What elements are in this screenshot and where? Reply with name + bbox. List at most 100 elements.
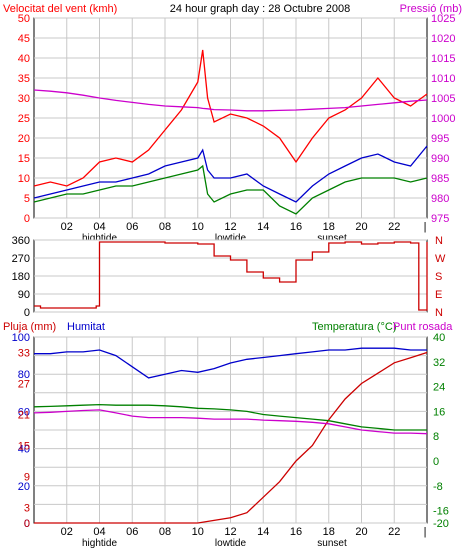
series-line-temperature: [33, 403, 427, 431]
x-tick-label: 02: [61, 221, 73, 233]
y-right-tick-label: 990: [431, 153, 449, 165]
x-tick-label: 08: [159, 221, 171, 233]
x-event-label: lowtide: [215, 538, 247, 549]
y-temperature-tick-label: -8: [433, 481, 443, 493]
series-line-pressure: [33, 89, 428, 112]
y-temperature-tick-label: -20: [433, 518, 449, 530]
y-right-tick-label: 1025: [431, 13, 455, 25]
x-event-label: hightide: [82, 538, 117, 549]
y-right-tick-label: 980: [431, 193, 449, 205]
y-rain-tick-label: 21: [18, 410, 30, 422]
panel3-humidity-label: Humitat: [67, 321, 105, 333]
x-tick-label: 18: [323, 526, 335, 538]
x-tick-label: 22: [388, 221, 400, 233]
y-right-tick-label: 1005: [431, 93, 455, 105]
y-rain-tick-label: 9: [24, 472, 30, 484]
compass-label: N: [435, 307, 443, 319]
y-left-tick-label: 20: [18, 133, 30, 145]
x-tick-label: 18: [323, 221, 335, 233]
x-tick-label: 06: [126, 221, 138, 233]
panel1-right-axis-label: Pressió (mb): [400, 3, 462, 15]
x-tick-label: 04: [93, 526, 105, 538]
series-line-rain: [34, 351, 428, 524]
y-temperature-tick-label: 40: [433, 332, 445, 344]
y-left-tick-label: 50: [18, 13, 30, 25]
series-line-gust: [33, 49, 428, 187]
x-tick-label: 14: [257, 526, 269, 538]
y-tick-label: 360: [12, 235, 30, 247]
y-temperature-tick-label: 32: [433, 357, 445, 369]
y-humidity-tick-label: 80: [18, 369, 30, 381]
x-tick-label: 16: [290, 221, 302, 233]
series-line-dewpoint: [33, 409, 428, 435]
y-tick-label: 0: [24, 307, 30, 319]
y-left-tick-label: 10: [18, 173, 30, 185]
y-tick-label: 180: [12, 271, 30, 283]
x-tick-label: 10: [192, 221, 204, 233]
y-temperature-tick-label: 24: [433, 382, 445, 394]
y-left-tick-label: 15: [18, 153, 30, 165]
x-tick-label: 14: [257, 221, 269, 233]
y-left-tick-label: 30: [18, 93, 30, 105]
compass-label: E: [435, 289, 442, 301]
panel3-rain-label: Pluja (mm): [3, 321, 56, 333]
y-humidity-tick-label: 100: [12, 332, 30, 344]
y-right-tick-label: 1015: [431, 53, 455, 65]
y-rain-tick-label: 3: [24, 503, 30, 515]
x-event-label: hightide: [82, 233, 117, 244]
y-humidity-tick-label: 20: [18, 481, 30, 493]
y-right-tick-label: 1000: [431, 113, 455, 125]
y-right-tick-label: 975: [431, 213, 449, 225]
y-left-tick-label: 35: [18, 73, 30, 85]
y-rain-tick-label: 33: [18, 348, 30, 360]
y-humidity-tick-label: 60: [18, 406, 30, 418]
x-tick-label: 10: [192, 526, 204, 538]
y-rain-tick-label: 0: [24, 518, 30, 530]
y-temperature-tick-label: 0: [433, 456, 439, 468]
wind-pressure-panel: 0510152025303540455097598098599099510001…: [18, 13, 456, 244]
x-tick-label: 22: [388, 526, 400, 538]
compass-label: N: [435, 235, 443, 247]
x-event-label: lowtide: [215, 233, 247, 244]
x-tick-end: |: [424, 526, 427, 538]
y-humidity-tick-label: 0: [24, 518, 30, 530]
x-tick-label: 20: [355, 526, 367, 538]
y-left-tick-label: 25: [18, 113, 30, 125]
x-event-label: sunset: [317, 233, 347, 244]
y-temperature-tick-label: -16: [433, 506, 449, 518]
x-tick-label: 08: [159, 526, 171, 538]
y-tick-label: 90: [18, 289, 30, 301]
y-right-tick-label: 985: [431, 173, 449, 185]
x-tick-label: 12: [224, 221, 236, 233]
x-event-label: sunset: [317, 538, 347, 549]
y-tick-label: 270: [12, 253, 30, 265]
y-left-tick-label: 0: [24, 213, 30, 225]
panel1-title: 24 hour graph day : 28 Octubre 2008: [170, 3, 350, 15]
y-right-tick-label: 995: [431, 133, 449, 145]
panel3-dewpoint-label: Punt rosada: [393, 321, 453, 333]
panel1-left-axis-label: Velocitat del vent (kmh): [3, 3, 117, 15]
y-right-tick-label: 1010: [431, 73, 455, 85]
x-tick-label: 16: [290, 526, 302, 538]
y-left-tick-label: 5: [24, 193, 30, 205]
series-line-direction: [34, 241, 428, 311]
y-left-tick-label: 40: [18, 53, 30, 65]
y-rain-tick-label: 27: [18, 379, 30, 391]
series-line-avg: [33, 145, 428, 203]
x-tick-label: 12: [224, 526, 236, 538]
compass-label: S: [435, 271, 442, 283]
y-right-tick-label: 1020: [431, 33, 455, 45]
x-tick-label: 02: [61, 526, 73, 538]
y-humidity-tick-label: 40: [18, 444, 30, 456]
series-line-min: [33, 164, 428, 215]
y-temperature-tick-label: 16: [433, 406, 445, 418]
panel3-temperature-label: Temperatura (°C): [312, 321, 396, 333]
y-left-tick-label: 45: [18, 33, 30, 45]
x-tick-label: 06: [126, 526, 138, 538]
compass-label: W: [435, 253, 446, 265]
y-temperature-tick-label: 8: [433, 431, 439, 443]
x-tick-label: 04: [93, 221, 105, 233]
x-tick-end: |: [424, 221, 427, 233]
